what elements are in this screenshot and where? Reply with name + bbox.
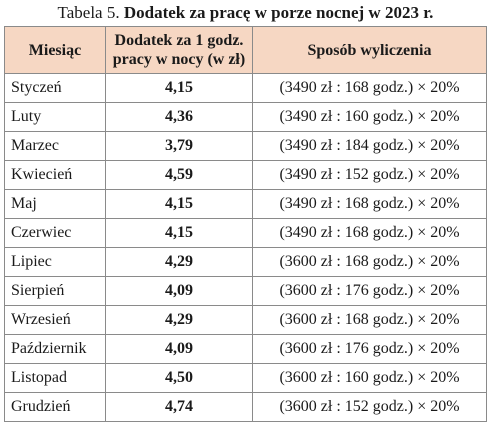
header-allowance-line2: pracy w nocy (w zł) bbox=[112, 51, 246, 68]
value-cell: 4,50 bbox=[105, 363, 253, 393]
caption-title: Dodatek za pracę w porze nocnej w 2023 r… bbox=[123, 3, 434, 22]
value-cell: 4,09 bbox=[105, 334, 253, 364]
calc-cell: (3600 zł : 168 godz.) × 20% bbox=[252, 247, 487, 277]
table-row: Kwiecień 4,59 (3490 zł : 152 godz.) × 20… bbox=[4, 160, 487, 190]
table-row: Grudzień 4,74 (3600 zł : 152 godz.) × 20… bbox=[4, 392, 487, 422]
table-row: Marzec 3,79 (3490 zł : 184 godz.) × 20% bbox=[4, 131, 487, 161]
table-row: Maj 4,15 (3490 zł : 168 godz.) × 20% bbox=[4, 189, 487, 219]
calc-cell: (3600 zł : 176 godz.) × 20% bbox=[252, 334, 487, 364]
value-cell: 4,15 bbox=[105, 218, 253, 248]
value-cell: 4,59 bbox=[105, 160, 253, 190]
table-row: Listopad 4,50 (3600 zł : 160 godz.) × 20… bbox=[4, 363, 487, 393]
month-cell: Lipiec bbox=[4, 247, 106, 277]
value-cell: 4,29 bbox=[105, 305, 253, 335]
value-cell: 4,36 bbox=[105, 102, 253, 132]
night-allowance-table: Miesiąc Dodatek za 1 godz. pracy w nocy … bbox=[4, 26, 487, 422]
table-row: Sierpień 4,09 (3600 zł : 176 godz.) × 20… bbox=[4, 276, 487, 306]
month-cell: Grudzień bbox=[4, 392, 106, 422]
value-cell: 4,15 bbox=[105, 189, 253, 219]
table-row: Lipiec 4,29 (3600 zł : 168 godz.) × 20% bbox=[4, 247, 487, 277]
month-cell: Maj bbox=[4, 189, 106, 219]
header-month: Miesiąc bbox=[4, 26, 106, 74]
table-header-row: Miesiąc Dodatek za 1 godz. pracy w nocy … bbox=[4, 26, 487, 74]
month-cell: Sierpień bbox=[4, 276, 106, 306]
calc-cell: (3600 zł : 152 godz.) × 20% bbox=[252, 392, 487, 422]
calc-cell: (3490 zł : 184 godz.) × 20% bbox=[252, 131, 487, 161]
table-row: Styczeń 4,15 (3490 zł : 168 godz.) × 20% bbox=[4, 73, 487, 103]
table-row: Czerwiec 4,15 (3490 zł : 168 godz.) × 20… bbox=[4, 218, 487, 248]
calc-cell: (3490 zł : 168 godz.) × 20% bbox=[252, 189, 487, 219]
value-cell: 3,79 bbox=[105, 131, 253, 161]
table-caption: Tabela 5. Dodatek za pracę w porze nocne… bbox=[0, 2, 491, 24]
calc-cell: (3600 zł : 168 godz.) × 20% bbox=[252, 305, 487, 335]
caption-prefix: Tabela 5. bbox=[57, 3, 120, 22]
table-row: Luty 4,36 (3490 zł : 160 godz.) × 20% bbox=[4, 102, 487, 132]
value-cell: 4,29 bbox=[105, 247, 253, 277]
month-cell: Kwiecień bbox=[4, 160, 106, 190]
calc-cell: (3490 zł : 160 godz.) × 20% bbox=[252, 102, 487, 132]
month-cell: Czerwiec bbox=[4, 218, 106, 248]
calc-cell: (3490 zł : 152 godz.) × 20% bbox=[252, 160, 487, 190]
header-method: Sposób wyliczenia bbox=[252, 26, 487, 74]
header-allowance: Dodatek za 1 godz. pracy w nocy (w zł) bbox=[105, 26, 253, 74]
month-cell: Listopad bbox=[4, 363, 106, 393]
month-cell: Wrzesień bbox=[4, 305, 106, 335]
month-cell: Styczeń bbox=[4, 73, 106, 103]
table-row: Wrzesień 4,29 (3600 zł : 168 godz.) × 20… bbox=[4, 305, 487, 335]
calc-cell: (3600 zł : 176 godz.) × 20% bbox=[252, 276, 487, 306]
month-cell: Marzec bbox=[4, 131, 106, 161]
value-cell: 4,09 bbox=[105, 276, 253, 306]
table-row: Październik 4,09 (3600 zł : 176 godz.) ×… bbox=[4, 334, 487, 364]
month-cell: Luty bbox=[4, 102, 106, 132]
value-cell: 4,15 bbox=[105, 73, 253, 103]
month-cell: Październik bbox=[4, 334, 106, 364]
header-allowance-line1: Dodatek za 1 godz. bbox=[114, 32, 244, 49]
calc-cell: (3600 zł : 160 godz.) × 20% bbox=[252, 363, 487, 393]
calc-cell: (3490 zł : 168 godz.) × 20% bbox=[252, 218, 487, 248]
value-cell: 4,74 bbox=[105, 392, 253, 422]
calc-cell: (3490 zł : 168 godz.) × 20% bbox=[252, 73, 487, 103]
